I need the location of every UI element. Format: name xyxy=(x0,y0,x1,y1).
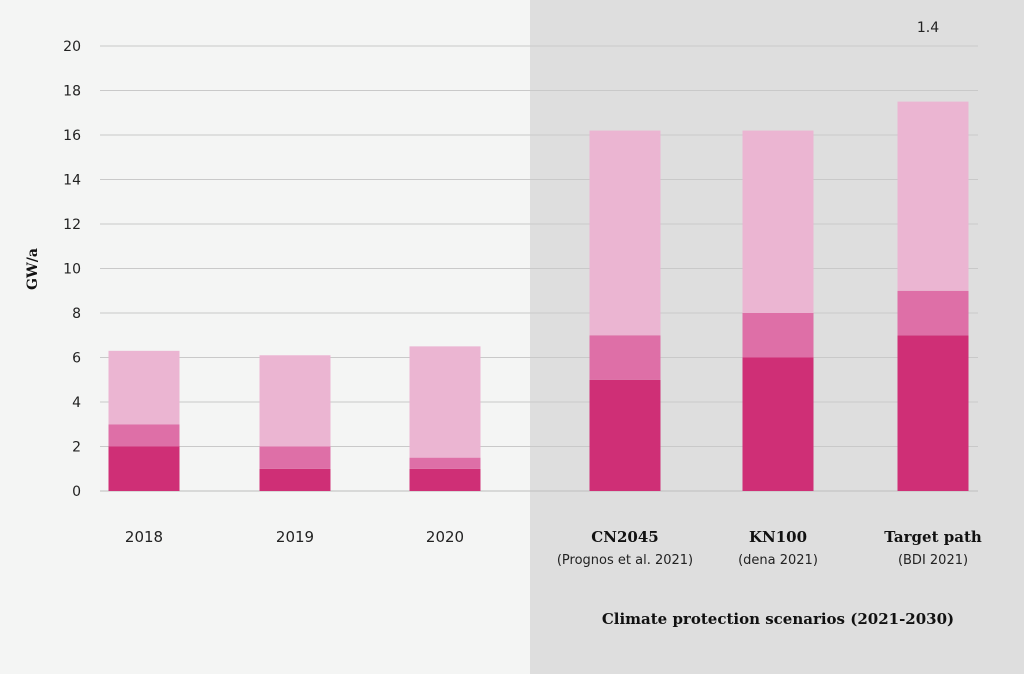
x-tick-sublabel: (dena 2021) xyxy=(738,553,818,568)
bar-segment xyxy=(589,130,661,336)
x-tick-label: KN100 xyxy=(749,528,807,546)
bar-segment xyxy=(897,101,969,291)
annotation-label: 1.4 xyxy=(917,20,939,36)
bar-segment xyxy=(897,335,969,491)
bar-segment xyxy=(742,130,814,313)
y-axis-label: GW/a xyxy=(25,248,41,290)
x-tick-label: 2019 xyxy=(276,528,314,546)
bar-segment xyxy=(108,350,180,425)
gridlines xyxy=(100,45,978,492)
y-tick-label: 18 xyxy=(63,84,81,100)
x-tick-label: 2020 xyxy=(426,528,464,546)
bar-segment xyxy=(742,313,814,358)
x-tick-label: 2018 xyxy=(125,528,163,546)
bar-segment xyxy=(259,355,331,447)
y-tick-label: 20 xyxy=(63,39,81,55)
bar-segment xyxy=(897,290,969,336)
y-tick-label: 14 xyxy=(63,173,81,189)
bar-segment xyxy=(589,379,661,491)
y-tick-label: 12 xyxy=(63,217,81,233)
bar-segment xyxy=(108,446,180,491)
x-tick-sublabel: (BDI 2021) xyxy=(898,553,968,568)
bar-segment xyxy=(409,468,481,491)
y-tick-label: 16 xyxy=(63,128,81,144)
y-tick-label: 10 xyxy=(63,262,81,278)
y-tick-label: 2 xyxy=(72,440,81,456)
scenario-region-label: Climate protection scenarios (2021-2030) xyxy=(602,610,954,628)
bar-segment xyxy=(409,346,481,458)
bar-segment xyxy=(589,335,661,380)
x-tick-sublabel: (Prognos et al. 2021) xyxy=(557,553,693,568)
bar-segment xyxy=(108,424,180,447)
x-tick-label: Target path xyxy=(884,528,982,546)
x-tick-label: CN2045 xyxy=(591,528,658,546)
bars xyxy=(108,101,969,491)
y-tick-label: 4 xyxy=(72,395,81,411)
bar-segment xyxy=(409,457,481,469)
y-tick-label: 8 xyxy=(72,306,81,322)
bar-segment xyxy=(742,357,814,491)
y-axis-ticks: 0 2 4 6 8 10 12 14 16 18 20 xyxy=(63,39,81,500)
bar-segment xyxy=(259,468,331,491)
y-tick-label: 6 xyxy=(72,351,81,367)
bar-segment xyxy=(259,446,331,469)
y-tick-label: 0 xyxy=(72,484,81,500)
x-axis-labels: 2018 2019 2020 CN2045 (Prognos et al. 2021) K… xyxy=(125,528,982,568)
